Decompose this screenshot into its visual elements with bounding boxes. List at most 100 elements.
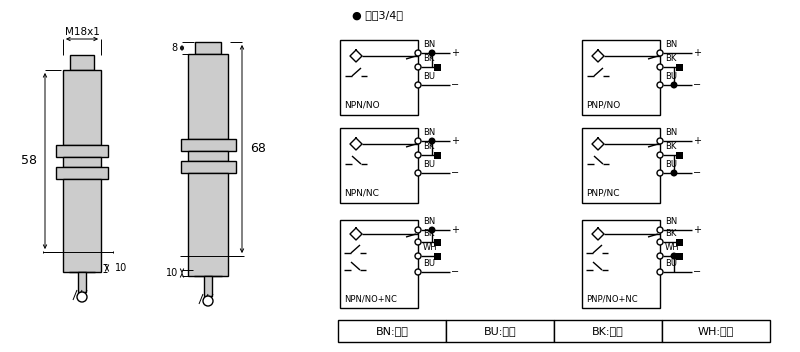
Circle shape bbox=[415, 227, 421, 233]
Circle shape bbox=[657, 227, 663, 233]
Text: −: − bbox=[451, 168, 459, 178]
Text: ● 直涁3/4线: ● 直涁3/4线 bbox=[352, 10, 403, 20]
Text: WH: WH bbox=[423, 243, 438, 252]
Text: BU: BU bbox=[423, 259, 435, 268]
Circle shape bbox=[429, 226, 435, 233]
Text: +: + bbox=[451, 225, 459, 235]
Text: BU: BU bbox=[665, 259, 677, 268]
Text: 10: 10 bbox=[166, 268, 178, 278]
Text: 10: 10 bbox=[115, 263, 127, 273]
Text: 58: 58 bbox=[21, 155, 37, 168]
Text: BU: BU bbox=[665, 72, 677, 81]
Circle shape bbox=[657, 152, 663, 158]
Bar bbox=[446, 320, 554, 342]
Bar bbox=[676, 252, 683, 259]
Circle shape bbox=[657, 269, 663, 275]
Text: BK:黑色: BK:黑色 bbox=[592, 326, 624, 336]
Text: WH: WH bbox=[665, 243, 680, 252]
Bar bbox=[582, 40, 660, 115]
Circle shape bbox=[657, 64, 663, 70]
Text: +: + bbox=[693, 136, 701, 146]
Circle shape bbox=[415, 170, 421, 176]
Bar bbox=[434, 239, 441, 245]
Text: +: + bbox=[693, 48, 701, 58]
Text: −: − bbox=[693, 168, 701, 178]
Bar bbox=[181, 161, 235, 173]
Circle shape bbox=[657, 170, 663, 176]
Circle shape bbox=[77, 292, 87, 302]
Bar bbox=[676, 239, 683, 245]
Bar bbox=[676, 151, 683, 158]
Text: BN: BN bbox=[423, 217, 435, 226]
Bar bbox=[195, 42, 221, 54]
Circle shape bbox=[429, 138, 435, 145]
Text: BN: BN bbox=[665, 217, 678, 226]
Bar bbox=[204, 276, 212, 296]
Circle shape bbox=[415, 138, 421, 144]
Text: −: − bbox=[693, 80, 701, 90]
Text: BU: BU bbox=[423, 72, 435, 81]
Text: PNP/NO: PNP/NO bbox=[586, 101, 620, 110]
Text: NPN/NO: NPN/NO bbox=[344, 101, 380, 110]
Circle shape bbox=[670, 252, 678, 259]
Text: WH:白色: WH:白色 bbox=[698, 326, 734, 336]
Text: BN: BN bbox=[423, 40, 435, 49]
Bar bbox=[434, 252, 441, 259]
Circle shape bbox=[657, 253, 663, 259]
Text: 8: 8 bbox=[172, 43, 178, 53]
Bar bbox=[340, 40, 418, 115]
Bar bbox=[676, 63, 683, 70]
Bar bbox=[434, 63, 441, 70]
Text: +: + bbox=[451, 48, 459, 58]
Circle shape bbox=[203, 296, 213, 306]
Text: −: − bbox=[451, 267, 459, 277]
Text: +: + bbox=[451, 136, 459, 146]
Text: BN: BN bbox=[665, 128, 678, 137]
Text: −: − bbox=[693, 267, 701, 277]
Bar bbox=[662, 320, 770, 342]
Circle shape bbox=[415, 152, 421, 158]
Text: BK: BK bbox=[423, 54, 434, 63]
Bar bbox=[582, 220, 660, 308]
Text: −: − bbox=[451, 80, 459, 90]
Text: BK: BK bbox=[665, 229, 676, 238]
Text: +: + bbox=[693, 225, 701, 235]
Bar bbox=[340, 128, 418, 203]
Bar bbox=[188, 54, 228, 139]
Bar bbox=[181, 139, 235, 151]
Text: NPN/NC: NPN/NC bbox=[344, 189, 379, 198]
Text: BK: BK bbox=[665, 54, 676, 63]
Text: BN: BN bbox=[423, 128, 435, 137]
Text: BN:棕色: BN:棕色 bbox=[375, 326, 409, 336]
Circle shape bbox=[415, 269, 421, 275]
Circle shape bbox=[429, 50, 435, 57]
Bar bbox=[188, 151, 228, 161]
Bar bbox=[56, 145, 108, 157]
Bar bbox=[340, 220, 418, 308]
Text: BU:兰色: BU:兰色 bbox=[484, 326, 516, 336]
Bar bbox=[338, 320, 446, 342]
Bar bbox=[63, 179, 101, 272]
Circle shape bbox=[657, 82, 663, 88]
Circle shape bbox=[415, 253, 421, 259]
Circle shape bbox=[657, 239, 663, 245]
Text: BK: BK bbox=[665, 142, 676, 151]
Circle shape bbox=[670, 82, 678, 88]
Circle shape bbox=[415, 50, 421, 56]
Bar bbox=[70, 55, 94, 70]
Bar bbox=[78, 272, 86, 292]
Text: PNP/NO+NC: PNP/NO+NC bbox=[586, 295, 638, 304]
Circle shape bbox=[415, 239, 421, 245]
Bar bbox=[582, 128, 660, 203]
Text: BN: BN bbox=[665, 40, 678, 49]
Text: PNP/NC: PNP/NC bbox=[586, 189, 619, 198]
Text: NPN/NO+NC: NPN/NO+NC bbox=[344, 295, 397, 304]
Bar bbox=[56, 167, 108, 179]
Text: BK: BK bbox=[423, 142, 434, 151]
Bar bbox=[63, 70, 101, 145]
Circle shape bbox=[415, 64, 421, 70]
Bar bbox=[434, 151, 441, 158]
Text: M18x1: M18x1 bbox=[65, 27, 99, 37]
Text: 68: 68 bbox=[250, 143, 266, 156]
Bar bbox=[188, 173, 228, 276]
